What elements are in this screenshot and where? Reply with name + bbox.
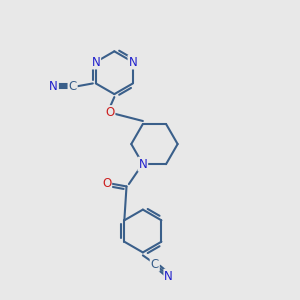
Text: C: C [151,258,159,271]
Text: O: O [102,177,111,190]
Text: O: O [105,106,115,119]
Text: N: N [92,56,100,68]
Text: C: C [68,80,77,93]
Text: N: N [164,270,173,283]
Text: N: N [139,158,147,171]
Text: N: N [49,80,58,93]
Text: N: N [128,56,137,68]
